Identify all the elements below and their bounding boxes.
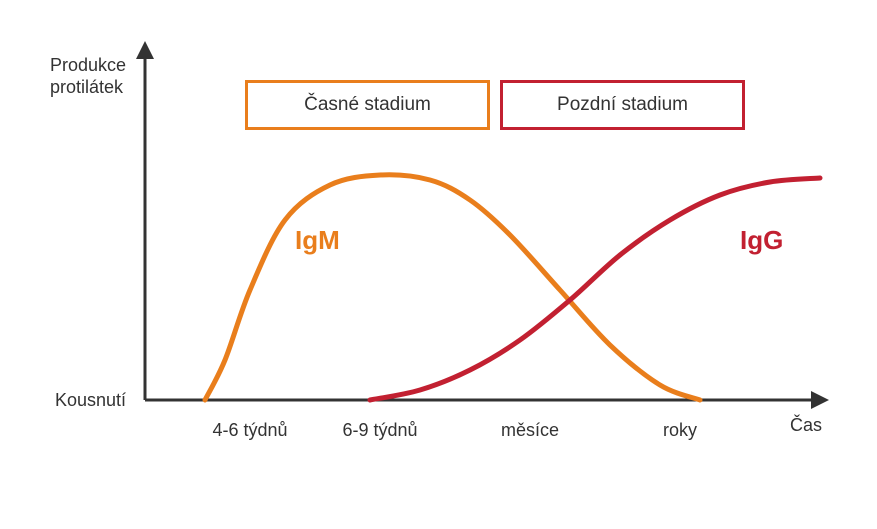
x-tick-2: měsíce bbox=[501, 420, 559, 441]
y-axis-title-line2: protilátek bbox=[50, 77, 123, 97]
series-label-igm: IgM bbox=[295, 225, 340, 256]
x-axis-title: Čas bbox=[790, 415, 822, 437]
series-igm bbox=[205, 175, 700, 400]
y-axis-title-line1: Produkce bbox=[50, 55, 126, 75]
x-tick-1: 6-9 týdnů bbox=[342, 420, 417, 441]
antibody-production-chart: Produkce protilátek Kousnutí Čas 4-6 týd… bbox=[0, 0, 877, 529]
series-label-igg: IgG bbox=[740, 225, 783, 256]
series-igg bbox=[370, 178, 820, 400]
y-axis-title: Produkce protilátek bbox=[50, 55, 126, 98]
stage-box-0: Časné stadium bbox=[245, 80, 490, 130]
y-origin-label: Kousnutí bbox=[55, 390, 126, 412]
x-tick-3: roky bbox=[663, 420, 697, 441]
stage-box-1: Pozdní stadium bbox=[500, 80, 745, 130]
x-tick-0: 4-6 týdnů bbox=[212, 420, 287, 441]
